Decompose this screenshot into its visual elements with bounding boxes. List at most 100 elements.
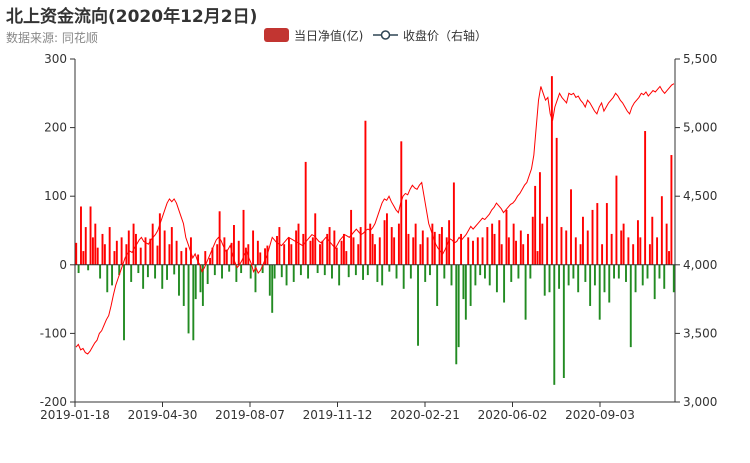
bar xyxy=(500,244,503,265)
bar xyxy=(632,244,635,265)
bar xyxy=(280,264,283,278)
bar xyxy=(242,209,245,265)
bar xyxy=(111,264,114,286)
bar xyxy=(173,264,176,275)
bar xyxy=(503,264,506,303)
bar xyxy=(149,238,152,265)
bar xyxy=(314,213,317,265)
bar xyxy=(156,245,159,265)
bar xyxy=(256,240,259,265)
bar xyxy=(570,189,572,265)
bar xyxy=(261,264,264,274)
bar xyxy=(125,244,128,265)
line-series xyxy=(75,83,675,355)
bar xyxy=(405,199,408,265)
y-right-tick-label: 4,000 xyxy=(683,258,717,272)
y-left-tick-label: 300 xyxy=(44,52,67,66)
bar xyxy=(644,131,647,265)
bar xyxy=(254,264,257,293)
bar xyxy=(510,264,513,282)
bar xyxy=(419,244,422,265)
bar xyxy=(593,264,596,286)
bar xyxy=(608,264,611,303)
y-right-tick-label: 3,000 xyxy=(683,395,717,409)
y-left-tick-label: 100 xyxy=(44,189,67,203)
bar xyxy=(345,251,348,265)
bar xyxy=(249,264,252,279)
bar xyxy=(658,264,661,279)
bar xyxy=(548,264,551,293)
bar xyxy=(144,237,147,265)
bar xyxy=(137,264,140,274)
y-right-tick-label: 5,500 xyxy=(683,52,717,66)
legend-bar-label: 当日净值(亿) xyxy=(294,28,363,43)
bar xyxy=(309,240,312,265)
bar xyxy=(225,249,228,265)
bar xyxy=(295,230,298,265)
bar xyxy=(409,264,412,279)
legend-line-label: 收盘价（右轴） xyxy=(403,28,487,43)
bar xyxy=(495,264,498,293)
bar xyxy=(151,223,154,265)
bar xyxy=(233,225,235,265)
bar xyxy=(639,237,642,265)
legend-line-marker xyxy=(380,30,391,40)
bar xyxy=(352,237,355,265)
bar xyxy=(99,264,102,279)
bar xyxy=(146,264,149,278)
bar xyxy=(223,237,226,265)
bar xyxy=(605,203,608,265)
bar xyxy=(82,251,85,265)
legend-item-bar[interactable]: 当日净值(亿) xyxy=(264,28,363,43)
bar xyxy=(402,264,405,289)
bar xyxy=(209,257,212,265)
legend[interactable]: 当日净值(亿) 收盘价（右轴） xyxy=(264,28,487,43)
bar xyxy=(603,264,606,293)
bar xyxy=(386,213,388,265)
bar xyxy=(228,264,231,272)
bar xyxy=(512,223,515,265)
bar xyxy=(331,264,333,279)
bar xyxy=(524,264,527,320)
bar xyxy=(108,227,111,265)
bar xyxy=(299,264,302,276)
bar xyxy=(443,264,446,279)
bar xyxy=(541,223,544,265)
bar xyxy=(101,233,104,265)
bar xyxy=(620,230,623,265)
bar xyxy=(672,264,675,293)
x-tick-label: 2019-08-07 xyxy=(215,408,285,422)
bar xyxy=(627,237,630,265)
bar xyxy=(268,264,271,296)
bar xyxy=(118,264,121,276)
bar xyxy=(598,264,601,320)
bar xyxy=(273,264,276,279)
bar xyxy=(440,227,443,265)
bar xyxy=(103,244,106,265)
bar xyxy=(142,264,145,289)
bar xyxy=(534,185,537,265)
legend-item-line[interactable]: 收盘价（右轴） xyxy=(373,28,487,43)
bar xyxy=(660,196,663,265)
bar xyxy=(622,223,625,265)
bar xyxy=(505,209,508,265)
bar xyxy=(347,264,350,278)
bar xyxy=(488,264,491,286)
bar xyxy=(89,206,92,265)
bar xyxy=(304,161,307,265)
bar xyxy=(567,264,570,286)
bar xyxy=(178,264,180,296)
bar xyxy=(656,237,659,265)
bar xyxy=(127,230,130,265)
bar xyxy=(350,209,353,265)
bar xyxy=(328,227,331,265)
bar xyxy=(663,264,666,289)
bar xyxy=(412,237,415,265)
bar xyxy=(319,244,321,265)
bar xyxy=(464,264,467,320)
bar xyxy=(381,264,384,286)
bar xyxy=(572,264,575,279)
bar xyxy=(668,251,670,265)
bar xyxy=(307,264,310,279)
